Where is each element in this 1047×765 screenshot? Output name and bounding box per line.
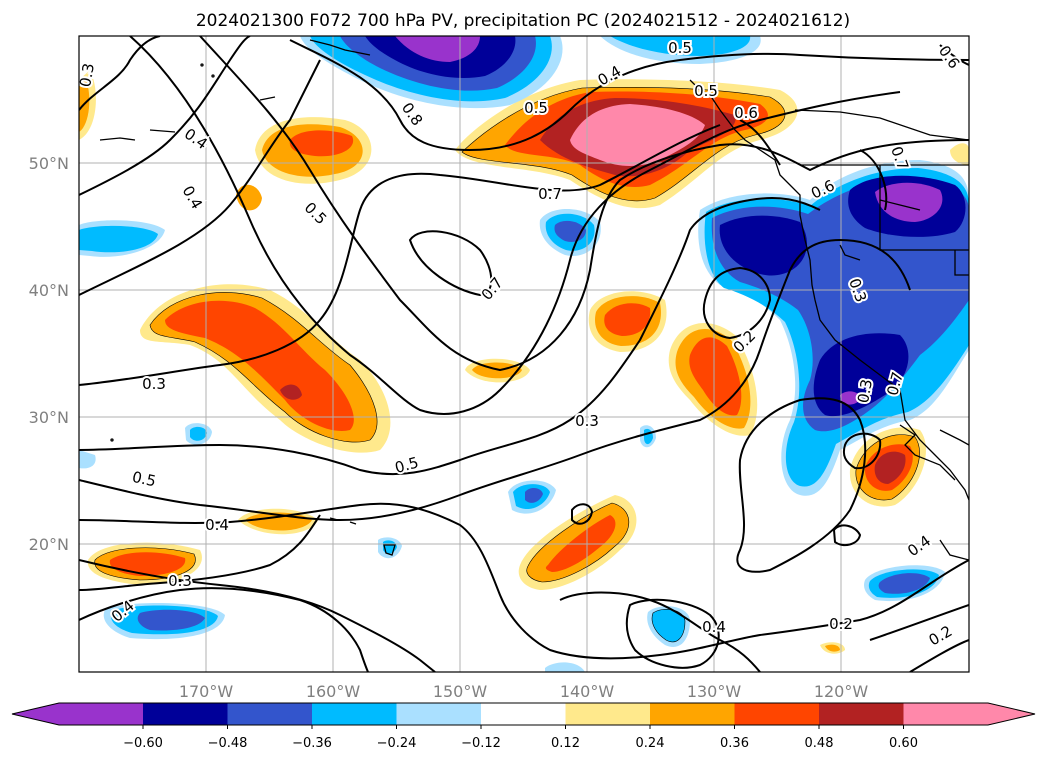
anomaly-area	[719, 215, 807, 276]
contour-label: 0.4	[205, 516, 229, 534]
negative-anomaly-areas	[79, 36, 969, 672]
anomaly-area	[825, 644, 840, 652]
map-frame	[78, 35, 970, 673]
anomaly-area	[840, 391, 861, 405]
anomaly-area	[950, 143, 969, 165]
lon-label: 170°W	[179, 682, 234, 701]
anomaly-area	[289, 130, 354, 157]
anomaly-area	[79, 225, 158, 253]
lat-label: 30°N	[29, 408, 69, 427]
colorbar-tick-label: −0.60	[123, 736, 163, 751]
colorbar-tick-label: 0.48	[805, 736, 834, 751]
contour-label: 0.4	[702, 618, 726, 636]
colorbar-tick-label: −0.12	[461, 736, 501, 751]
colorbar-cell	[650, 703, 735, 725]
colorbar-cell	[481, 703, 566, 725]
contour-label: 0.7	[538, 185, 562, 203]
latitude-labels: 50°N 40°N 30°N 20°N	[29, 154, 69, 554]
colorbar-cell	[903, 703, 1035, 725]
contour-label: 0.3	[142, 375, 166, 393]
colorbar-tick-label: 0.24	[636, 736, 665, 751]
colorbar-tick-label: 0.60	[889, 736, 918, 751]
colorbar-cell	[819, 703, 904, 725]
lon-label: 140°W	[560, 682, 615, 701]
contour-label: 0.3	[76, 62, 98, 89]
lat-label: 20°N	[29, 535, 69, 554]
anomaly-area	[79, 80, 90, 132]
anomaly-area	[610, 36, 751, 56]
colorbar-cell	[12, 703, 143, 725]
colorbar-cell	[312, 703, 397, 725]
longitude-labels: 170°W 160°W 150°W 140°W 130°W 120°W	[179, 682, 869, 701]
contour-label: 0.5	[694, 82, 718, 100]
colorbar-tick-label: 0.12	[551, 736, 580, 751]
colorbar-tick-label: −0.24	[377, 736, 417, 751]
graticule	[79, 36, 969, 672]
anomaly-area	[525, 488, 543, 503]
anomaly-area	[165, 300, 354, 431]
contour-label: 0.2	[829, 615, 853, 633]
lon-label: 120°W	[814, 682, 869, 701]
anomaly-area	[874, 451, 906, 484]
anomaly-area	[875, 182, 943, 222]
figure-title: 2024021300 F072 700 hPa PV, precipitatio…	[196, 11, 850, 31]
anomaly-area	[878, 573, 930, 594]
lon-label: 150°W	[433, 682, 488, 701]
contour-label: 0.3	[575, 412, 599, 430]
colorbar-cell	[565, 703, 650, 725]
lon-label: 160°W	[306, 682, 361, 701]
anomaly-outlines	[94, 86, 920, 643]
map-panel: 0.3 0.4 0.4 0.5 0.8 0.5 0.4 0.6 0.7 0.6 …	[76, 36, 969, 672]
contour-label: 0.6	[734, 104, 758, 122]
anomaly-area	[137, 609, 205, 631]
colorbar-outline	[11, 702, 1036, 726]
colorbar-tick-label: −0.48	[208, 736, 248, 751]
colorbar-cell	[396, 703, 481, 725]
lat-label: 50°N	[29, 154, 69, 173]
anomaly-area	[79, 450, 96, 469]
coastlines	[99, 39, 969, 561]
contour-label: 0.3	[168, 572, 192, 590]
colorbar-cell	[734, 703, 819, 725]
anomaly-area	[813, 333, 909, 417]
colorbar-cell	[143, 703, 228, 725]
anomaly-area	[570, 104, 705, 166]
pv-contours	[79, 36, 969, 672]
colorbar-tick-label: 0.36	[720, 736, 749, 751]
anomaly-area	[190, 426, 207, 441]
anomaly-area	[604, 303, 651, 336]
colorbar-ticks: −0.60 −0.48 −0.36 −0.24 −0.12 0.12 0.24 0.36 0.4…	[123, 725, 918, 751]
anomaly-area	[395, 36, 480, 62]
colorbar-tick-label: −0.36	[292, 736, 332, 751]
lat-label: 40°N	[29, 281, 69, 300]
contour-label: 0.5	[668, 39, 692, 57]
contour-label: 0.5	[524, 99, 548, 117]
anomaly-area	[545, 662, 585, 672]
colorbar-cells	[12, 703, 1035, 725]
lon-label: 130°W	[687, 682, 742, 701]
positive-anomaly-areas	[79, 70, 969, 654]
colorbar: −0.60 −0.48 −0.36 −0.24 −0.12 0.12 0.24 0.36 0.4…	[11, 702, 1036, 751]
colorbar-cell	[227, 703, 312, 725]
anomaly-area	[689, 337, 742, 416]
anomaly-area	[652, 609, 685, 642]
anomaly-area	[280, 384, 302, 400]
